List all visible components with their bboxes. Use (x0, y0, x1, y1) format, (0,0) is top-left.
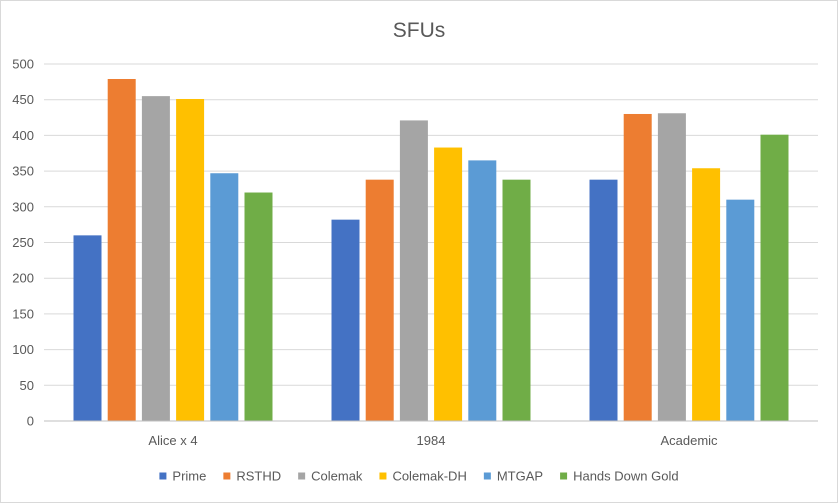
bar-colemak-dh-1 (434, 147, 463, 421)
bar-prime-1 (331, 219, 360, 421)
x-axis: Alice x 4 1984 Academic (44, 420, 818, 448)
y-tick-label: 450 (12, 92, 34, 107)
bar-hands-down-gold-0 (244, 192, 273, 421)
y-tick-label: 200 (12, 271, 34, 286)
legend-label: Hands Down Gold (573, 469, 679, 484)
legend-swatch (560, 472, 568, 480)
y-tick-label: 350 (12, 164, 34, 179)
y-tick-label: 50 (20, 378, 34, 393)
y-tick-label: 400 (12, 128, 34, 143)
bar-hands-down-gold-2 (760, 134, 789, 421)
x-category-label: Academic (660, 433, 718, 448)
bar-rsthd-1 (365, 179, 394, 421)
y-tick-label: 0 (27, 414, 34, 429)
legend-swatch (223, 472, 231, 480)
bar-prime-0 (73, 235, 102, 421)
y-tick-label: 250 (12, 235, 34, 250)
y-tick-label: 300 (12, 199, 34, 214)
legend-swatch (298, 472, 306, 480)
legend-label: MTGAP (497, 469, 543, 484)
legend-swatch (159, 472, 167, 480)
bar-colemak-1 (399, 120, 428, 421)
bar-prime-2 (589, 179, 618, 421)
bar-colemak-2 (657, 113, 686, 422)
y-tick-label: 150 (12, 306, 34, 321)
bar-rsthd-0 (107, 78, 136, 421)
gridlines (44, 63, 818, 386)
bar-colemak-dh-2 (692, 168, 721, 421)
bar-mtgap-2 (726, 199, 755, 421)
y-tick-label: 100 (12, 342, 34, 357)
x-category-label: 1984 (417, 433, 446, 448)
bar-mtgap-0 (210, 173, 239, 421)
legend-swatch (483, 472, 491, 480)
x-category-label: Alice x 4 (148, 433, 197, 448)
y-axis-ticks: 0 50 100 150 200 250 300 350 400 450 500 (12, 57, 34, 429)
legend: Prime RSTHD Colemak Colemak-DH MTGAP Hands Do… (159, 469, 679, 484)
legend-label: Colemak (311, 469, 363, 484)
bars (73, 78, 789, 422)
bar-rsthd-2 (623, 113, 652, 421)
bar-hands-down-gold-1 (502, 179, 531, 421)
bar-mtgap-1 (468, 160, 497, 421)
legend-label: Prime (172, 469, 206, 484)
legend-swatch (379, 472, 387, 480)
legend-label: RSTHD (236, 469, 281, 484)
chart-title: SFUs (393, 19, 446, 42)
legend-label: Colemak-DH (392, 469, 466, 484)
bar-colemak-0 (141, 96, 170, 421)
y-tick-label: 500 (12, 57, 34, 72)
bar-colemak-dh-0 (176, 98, 205, 422)
